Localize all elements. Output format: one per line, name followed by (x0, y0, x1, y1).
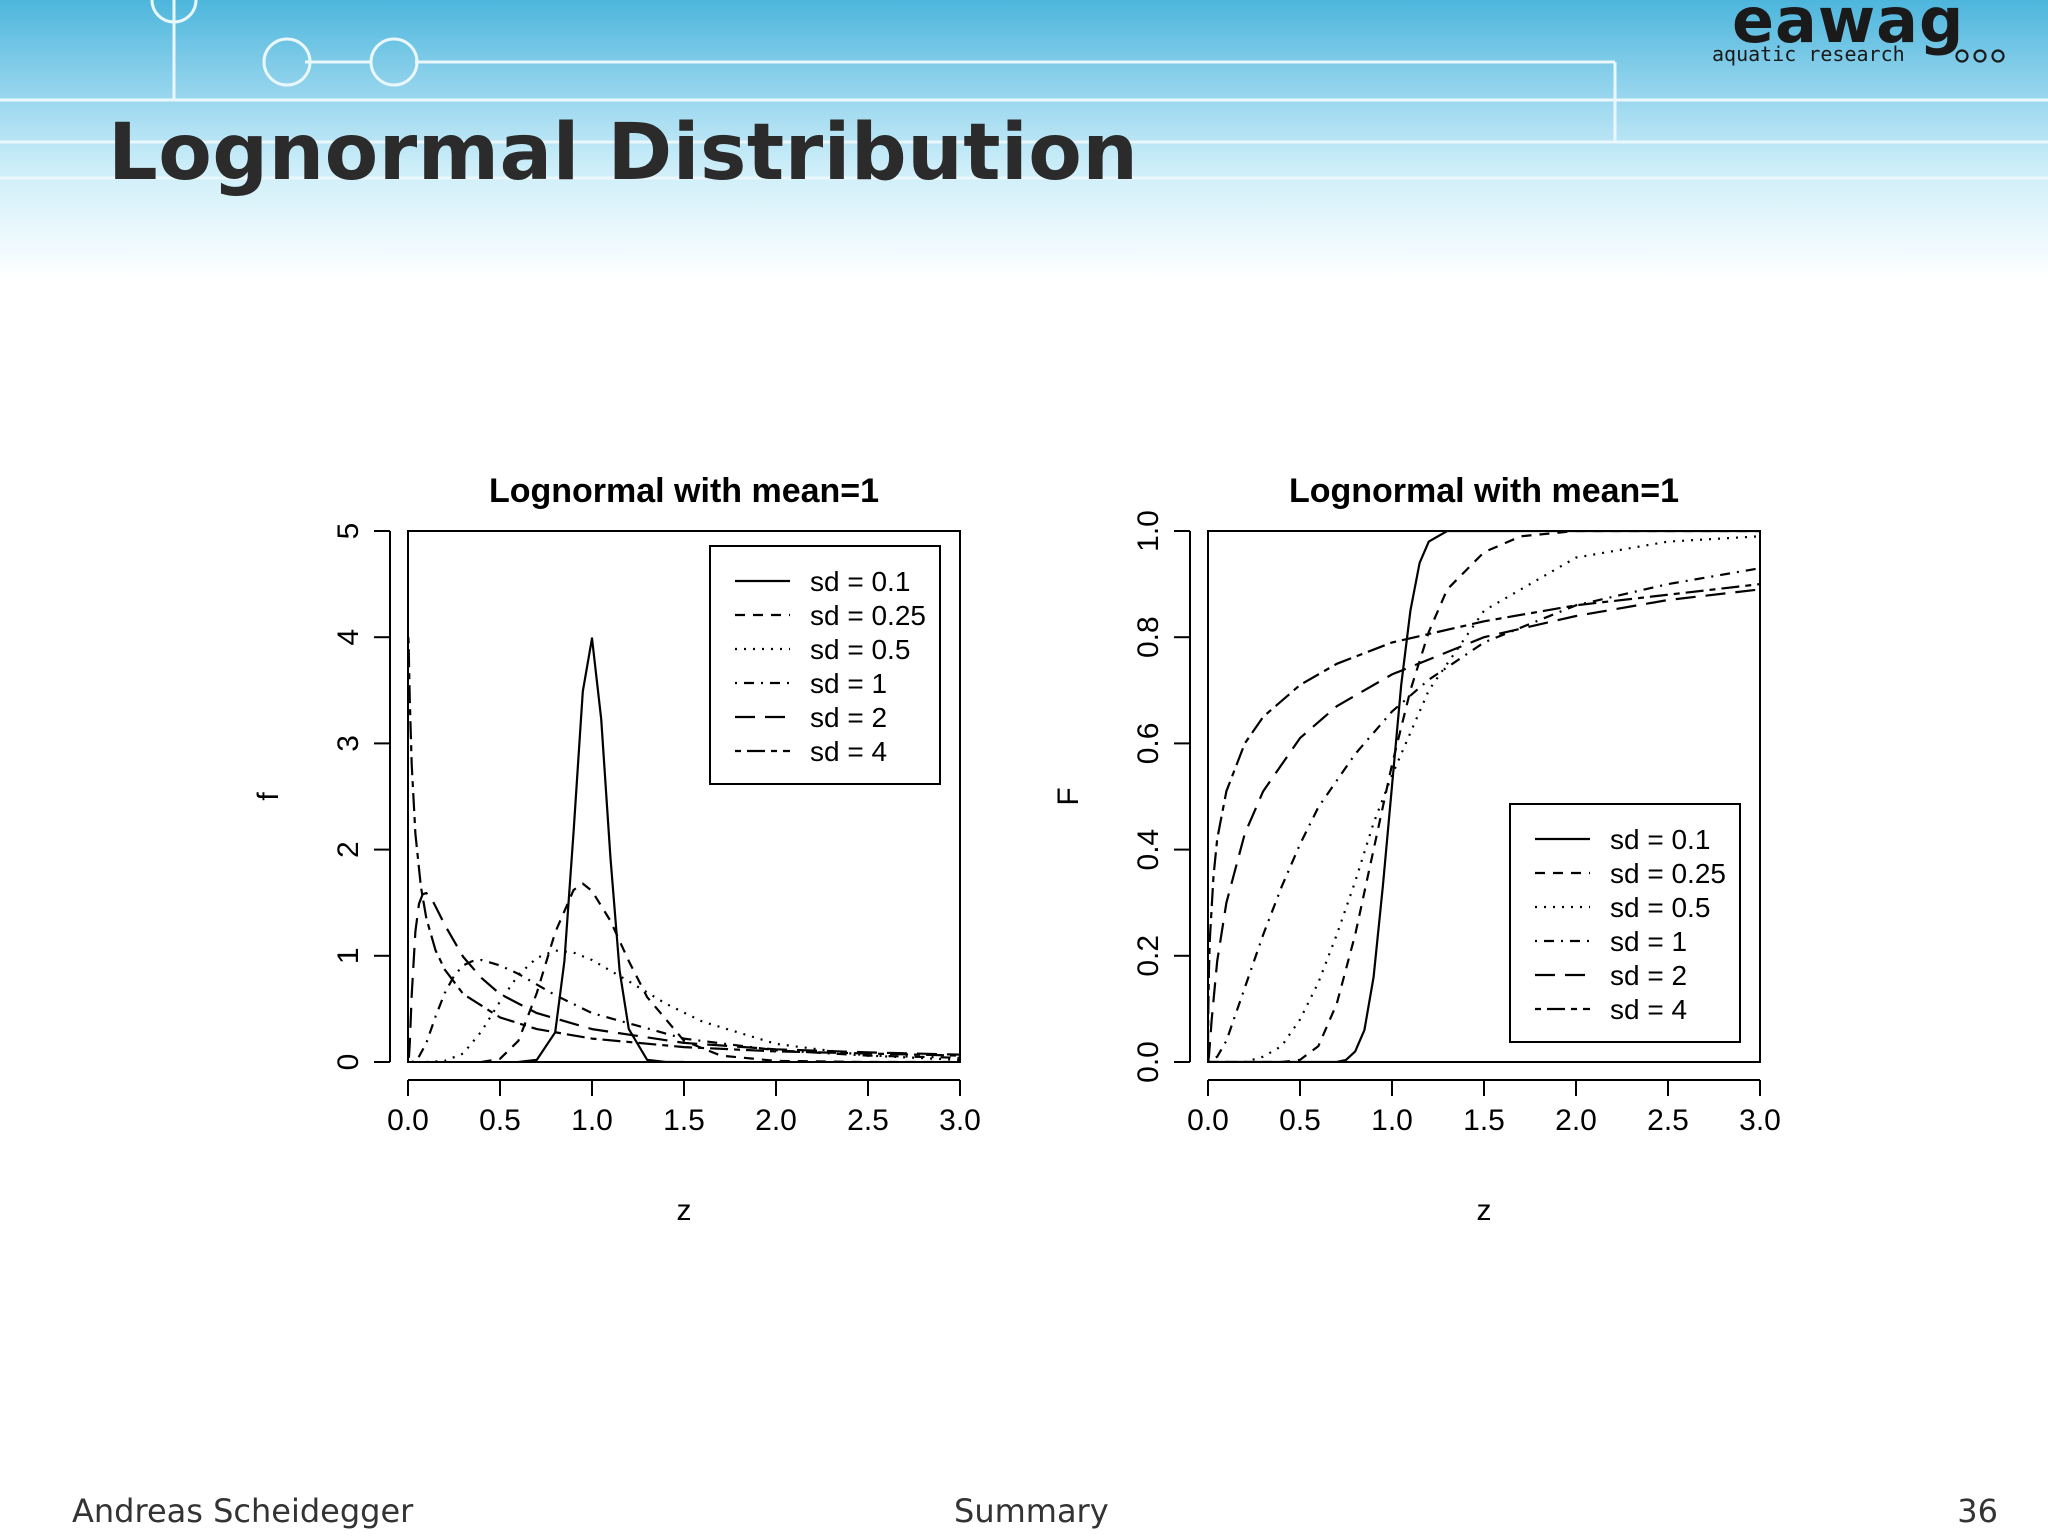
y-tick-label: 4 (332, 629, 365, 646)
x-tick-label: 2.0 (1555, 1104, 1597, 1137)
legend-box (1509, 803, 1741, 1043)
series-group (408, 637, 960, 1062)
legend-label: sd = 4 (810, 736, 887, 767)
series-line-2 (1208, 531, 1760, 1062)
y-tick-label: 0.8 (1132, 616, 1165, 658)
legend-label: sd = 0.1 (810, 566, 910, 597)
header-band (0, 0, 2048, 280)
y-tick-label: 0.2 (1132, 935, 1165, 977)
series-group (1208, 531, 1760, 1062)
legend-label: sd = 1 (1610, 926, 1687, 957)
footer-section: Summary (954, 1492, 1109, 1530)
y-tick-label: 5 (332, 523, 365, 540)
y-tick-label: 2 (332, 841, 365, 858)
chart-title: Lognormal with mean=1 (489, 472, 879, 510)
series-line-6 (1208, 583, 1760, 1062)
legend-label: sd = 0.5 (1610, 892, 1710, 923)
series-line-6 (408, 637, 960, 1057)
series-line-5 (408, 892, 960, 1058)
header-decoration (0, 0, 2048, 180)
series-line-2 (481, 882, 960, 1062)
legend-label: sd = 0.25 (810, 600, 926, 631)
x-tick-label: 0.5 (1279, 1104, 1321, 1137)
chart-title: Lognormal with mean=1 (1289, 472, 1679, 510)
x-axis-label: z (1477, 1194, 1492, 1227)
y-tick-label: 3 (332, 735, 365, 752)
footer-page-number: 36 (1957, 1492, 1998, 1530)
y-tick-label: 0 (332, 1054, 365, 1071)
series-line-4 (1208, 567, 1760, 1062)
y-axis: 0 1 2 3 4 5 (332, 523, 391, 1071)
series-line-5 (1208, 588, 1760, 1062)
y-tick-label: 1 (332, 947, 365, 964)
slide-title: Lognormal Distribution (108, 108, 1139, 198)
y-axis: 0.0 0.2 0.4 0.6 0.8 1.0 (1132, 510, 1191, 1083)
logo-dots-icon (1955, 49, 2005, 63)
eawag-logo: eawag aquatic research (1700, 0, 2020, 80)
cdf-chart: Lognormal with mean=1 0.0 0.5 1.0 1.5 2.0 2.5 3… (1052, 472, 1781, 1227)
y-tick-label: 1.0 (1132, 510, 1165, 552)
y-tick-label: 0.6 (1132, 723, 1165, 765)
legend-label: sd = 0.5 (810, 634, 910, 665)
legend-label: sd = 0.25 (1610, 858, 1726, 889)
x-tick-label: 3.0 (939, 1104, 981, 1137)
series-line-3 (1208, 535, 1760, 1062)
x-tick-label: 0.0 (1187, 1104, 1229, 1137)
x-tick-label: 2.5 (847, 1104, 889, 1137)
x-tick-label: 0.0 (387, 1104, 429, 1137)
y-tick-label: 0.0 (1132, 1041, 1165, 1083)
x-axis-label: z (677, 1194, 692, 1227)
x-tick-label: 0.5 (479, 1104, 521, 1137)
legend-label: sd = 1 (810, 668, 887, 699)
x-tick-label: 3.0 (1739, 1104, 1781, 1137)
x-tick-label: 2.5 (1647, 1104, 1689, 1137)
legend-label: sd = 4 (1610, 994, 1687, 1025)
series-line-1 (518, 637, 684, 1062)
legend-label: sd = 2 (810, 702, 887, 733)
legend-label: sd = 2 (1610, 960, 1687, 991)
x-tick-label: 1.5 (663, 1104, 705, 1137)
x-tick-label: 2.0 (755, 1104, 797, 1137)
footer-author: Andreas Scheidegger (72, 1492, 414, 1530)
x-axis: 0.0 0.5 1.0 1.5 2.0 2.5 3.0 (387, 1079, 981, 1137)
density-chart: Lognormal with mean=1 0.0 0.5 1.0 1.5 2.0 2.5 3… (252, 472, 981, 1227)
x-tick-label: 1.5 (1463, 1104, 1505, 1137)
legend-box (709, 545, 941, 785)
y-axis-label: F (1052, 787, 1085, 805)
y-tick-label: 0.4 (1132, 829, 1165, 871)
x-tick-label: 1.0 (1371, 1104, 1413, 1137)
y-axis-label: f (252, 792, 285, 801)
logo-tagline: aquatic research (1712, 42, 1905, 66)
x-tick-label: 1.0 (571, 1104, 613, 1137)
logo-wordmark: eawag (1732, 0, 1965, 57)
series-line-4 (411, 958, 960, 1062)
series-line-1 (1208, 531, 1760, 1062)
x-axis: 0.0 0.5 1.0 1.5 2.0 2.5 3.0 (1187, 1079, 1781, 1137)
legend-label: sd = 0.1 (1610, 824, 1710, 855)
